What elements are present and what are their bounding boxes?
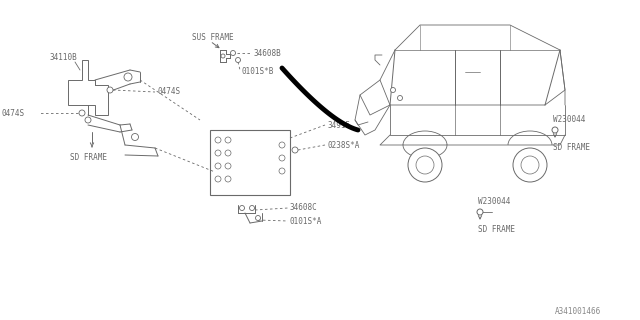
Circle shape (230, 51, 236, 55)
Circle shape (236, 58, 241, 62)
Circle shape (225, 176, 231, 182)
Circle shape (215, 150, 221, 156)
Circle shape (250, 205, 255, 211)
Circle shape (225, 163, 231, 169)
Circle shape (215, 137, 221, 143)
Text: 0101S*A: 0101S*A (290, 217, 323, 226)
Circle shape (239, 205, 244, 211)
Circle shape (397, 95, 403, 100)
Circle shape (255, 215, 260, 220)
Circle shape (513, 148, 547, 182)
Text: 0238S*A: 0238S*A (327, 140, 360, 149)
Text: A341001466: A341001466 (555, 308, 601, 316)
Text: W230044: W230044 (553, 116, 586, 124)
Circle shape (416, 156, 434, 174)
Circle shape (124, 73, 132, 81)
Text: SD FRAME: SD FRAME (70, 154, 107, 163)
Circle shape (221, 54, 225, 58)
Text: 0474S: 0474S (157, 87, 180, 97)
Bar (210, 130, 290, 195)
Circle shape (477, 209, 483, 215)
Circle shape (552, 127, 558, 133)
Circle shape (107, 87, 113, 93)
Circle shape (215, 163, 221, 169)
Text: 34915: 34915 (327, 121, 350, 130)
Circle shape (225, 137, 231, 143)
Text: W230044: W230044 (478, 197, 510, 206)
Text: 34110B: 34110B (50, 53, 77, 62)
Circle shape (279, 155, 285, 161)
Text: SUS FRAME: SUS FRAME (192, 33, 234, 42)
Circle shape (131, 133, 138, 140)
Text: SD FRAME: SD FRAME (553, 143, 590, 153)
Text: 0101S*B: 0101S*B (241, 68, 273, 76)
Circle shape (279, 142, 285, 148)
Circle shape (85, 117, 91, 123)
Circle shape (79, 110, 85, 116)
Text: 34608C: 34608C (290, 204, 317, 212)
Circle shape (521, 156, 539, 174)
Circle shape (279, 168, 285, 174)
Text: SD FRAME: SD FRAME (478, 226, 515, 235)
Circle shape (390, 87, 396, 92)
Circle shape (292, 147, 298, 153)
Circle shape (225, 150, 231, 156)
Text: 0474S: 0474S (2, 108, 25, 117)
Circle shape (408, 148, 442, 182)
Text: 34608B: 34608B (253, 49, 281, 58)
Circle shape (215, 176, 221, 182)
